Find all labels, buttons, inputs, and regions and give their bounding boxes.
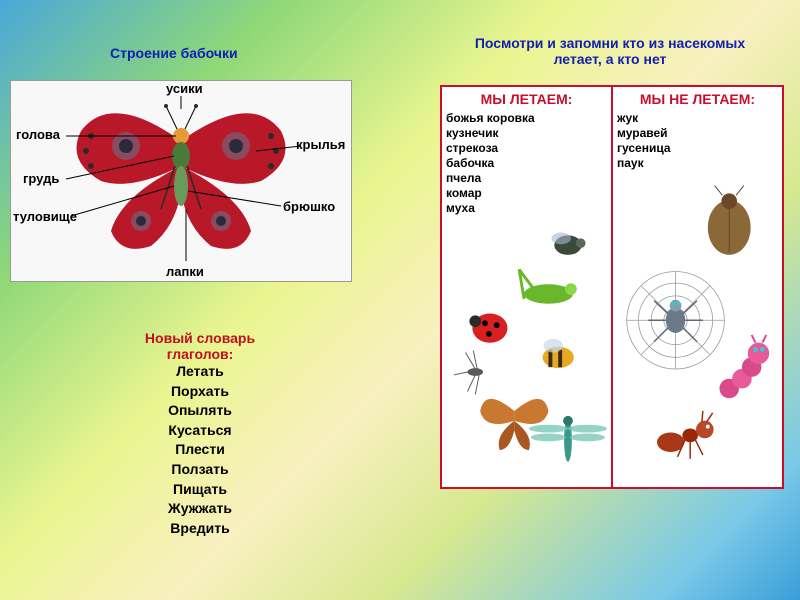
list-item: паук xyxy=(617,156,778,171)
verb-item: Плести xyxy=(110,440,290,460)
label-legs: лапки xyxy=(166,264,204,279)
butterfly-icon xyxy=(480,399,514,424)
verb-item: Пищать xyxy=(110,480,290,500)
eyespot xyxy=(216,216,226,226)
list-item: кузнечик xyxy=(446,126,607,141)
verb-list: Летать Порхать Опылять Кусаться Плести П… xyxy=(110,362,290,538)
insects-panel: МЫ ЛЕТАЕМ: божья коровка кузнечик стреко… xyxy=(440,85,784,489)
list-item: комар xyxy=(446,186,607,201)
list-item: гусеница xyxy=(617,141,778,156)
caterpillar-icon xyxy=(719,335,769,398)
label-body: туловище xyxy=(13,209,77,224)
verb-item: Опылять xyxy=(110,401,290,421)
verb-item: Вредить xyxy=(110,519,290,539)
flying-list: божья коровка кузнечик стрекоза бабочка … xyxy=(446,111,607,216)
list-item: пчела xyxy=(446,171,607,186)
verb-item: Жужжать xyxy=(110,499,290,519)
list-item: бабочка xyxy=(446,156,607,171)
eyespot xyxy=(136,216,146,226)
butterfly-title: Строение бабочки xyxy=(110,45,238,61)
flying-title: Посмотри и запомни кто из насекомых лета… xyxy=(470,35,750,67)
verb-item: Кусаться xyxy=(110,421,290,441)
not-flying-icons xyxy=(617,177,778,483)
verb-header: Новый словарь глаголов: xyxy=(110,330,290,362)
butterfly-diagram: усики голова грудь туловище лапки крылья… xyxy=(10,80,352,282)
flying-heading: МЫ ЛЕТАЕМ: xyxy=(446,91,607,107)
flying-icons xyxy=(446,222,607,483)
verb-item: Летать xyxy=(110,362,290,382)
list-item: муравей xyxy=(617,126,778,141)
butterfly-thorax xyxy=(172,142,190,170)
eyespot xyxy=(229,139,243,153)
verb-block: Новый словарь глаголов: Летать Порхать О… xyxy=(110,330,290,538)
not-flying-heading: МЫ НЕ ЛЕТАЕМ: xyxy=(617,91,778,107)
list-item: жук xyxy=(617,111,778,126)
butterfly-svg: усики голова грудь туловище лапки крылья… xyxy=(11,81,351,281)
flying-column: МЫ ЛЕТАЕМ: божья коровка кузнечик стреко… xyxy=(442,87,613,487)
butterfly-abdomen xyxy=(174,166,188,206)
list-item: муха xyxy=(446,201,607,216)
label-abdomen: брюшко xyxy=(283,199,335,214)
not-flying-column: МЫ НЕ ЛЕТАЕМ: жук муравей гусеница паук xyxy=(613,87,782,487)
label-thorax: грудь xyxy=(23,171,59,186)
ant-icon xyxy=(657,411,714,459)
not-flying-list: жук муравей гусеница паук xyxy=(617,111,778,171)
verb-item: Порхать xyxy=(110,382,290,402)
list-item: божья коровка xyxy=(446,111,607,126)
label-wings: крылья xyxy=(296,137,345,152)
verb-item: Ползать xyxy=(110,460,290,480)
label-antennae: усики xyxy=(166,81,203,96)
list-item: стрекоза xyxy=(446,141,607,156)
mosquito-icon xyxy=(467,368,483,376)
eyespot xyxy=(119,139,133,153)
label-head: голова xyxy=(16,127,61,142)
